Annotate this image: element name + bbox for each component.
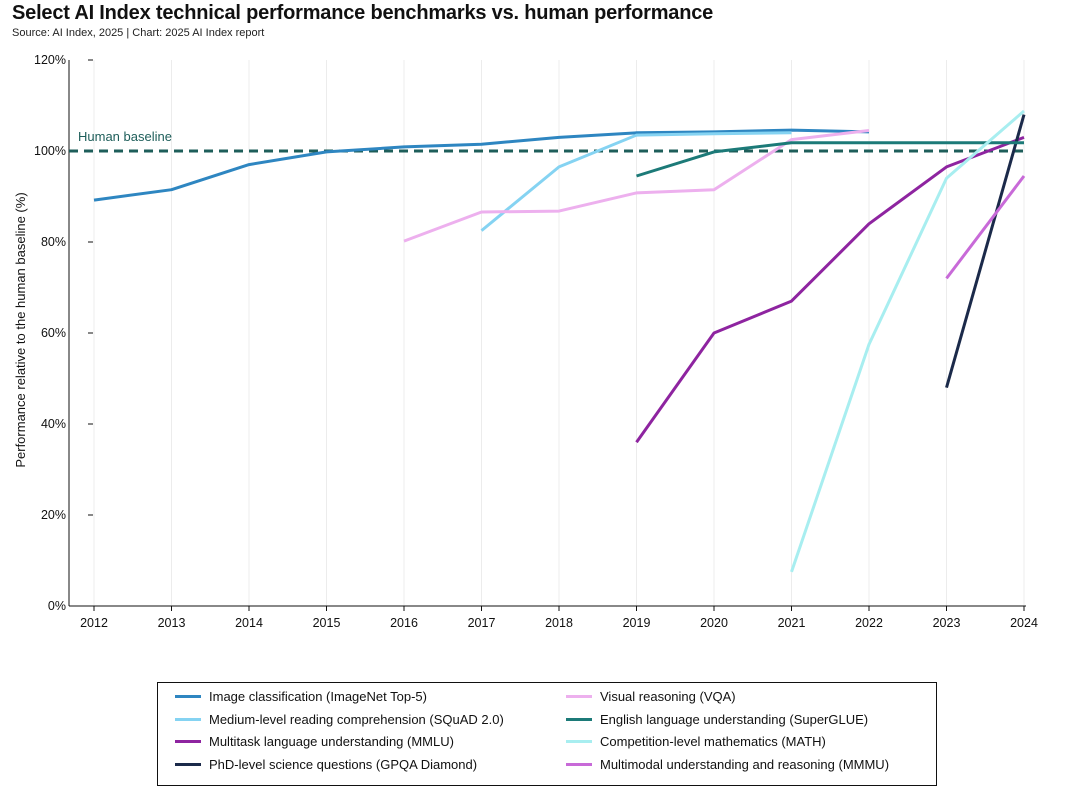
legend-label: English language understanding (SuperGLU… (600, 711, 869, 727)
legend-label: Competition-level mathematics (MATH) (600, 734, 826, 749)
legend-label: Image classification (ImageNet Top-5) (209, 689, 427, 704)
series-line-1 (93, 128, 870, 202)
x-tick-label: 2024 (1010, 616, 1038, 630)
series-line-7 (790, 109, 1025, 573)
series-line-6 (636, 141, 1024, 178)
line-chart: 0%20%40%60%80%100%120% 2012 2013 2014 2015 2… (13, 53, 1038, 630)
x-tick-labels: 2012 2013 2014 2015 2016 2017 2018 2019 2020 2021… (80, 616, 1038, 630)
human-baseline-label: Human baseline (78, 129, 172, 144)
y-tick-label: 100% (34, 144, 66, 158)
series-line-2 (480, 131, 792, 232)
legend-swatch (175, 740, 201, 743)
x-tick-label: 2020 (700, 616, 728, 630)
legend-swatch (175, 762, 201, 766)
chart-title: Select AI Index technical performance be… (12, 2, 714, 24)
x-tick-label: 2017 (468, 616, 496, 630)
y-tick-label: 120% (34, 53, 66, 67)
x-tick-label: 2013 (158, 616, 186, 630)
legend-swatch (175, 695, 201, 698)
series-line-5 (403, 129, 870, 243)
x-tick-label: 2015 (313, 616, 341, 630)
legend-swatch (566, 740, 592, 743)
legend-swatch (175, 717, 201, 721)
y-tick-label: 60% (41, 326, 66, 340)
x-tick-label: 2016 (390, 616, 418, 630)
human-baseline: Human baseline (69, 129, 1026, 153)
chart-subtitle: Source: AI Index, 2025 | Chart: 2025 AI … (12, 27, 265, 39)
x-tick-label: 2018 (545, 616, 573, 630)
series-line-4 (945, 114, 1026, 389)
legend: Image classification (ImageNet Top-5) Med… (157, 682, 937, 786)
legend-label: Visual reasoning (VQA) (600, 689, 736, 704)
x-tick-label: 2014 (235, 616, 263, 630)
y-tick-labels: 0% 20% 40% 60% 80% 100% 120% (34, 53, 66, 613)
x-tick-label: 2023 (933, 616, 961, 630)
legend-item: Medium-level reading comprehension (SQuA… (175, 712, 504, 727)
legend-swatch (566, 717, 592, 721)
legend-item: Competition-level mathematics (MATH) (566, 734, 826, 749)
x-tick-label: 2022 (855, 616, 883, 630)
legend-label: Medium-level reading comprehension (SQuA… (209, 711, 504, 727)
legend-swatch (566, 762, 592, 766)
series-line-8 (945, 175, 1026, 280)
y-tick-label: 20% (41, 508, 66, 522)
legend-item: English language understanding (SuperGLU… (566, 712, 868, 727)
legend-item: Multitask language understanding (MMLU) (175, 734, 454, 749)
series-line-3 (635, 135, 1025, 444)
series-lines (93, 109, 1026, 573)
legend-label: Multitask language understanding (MMLU) (209, 734, 454, 749)
y-axis-title: Performance relative to the human baseli… (13, 192, 28, 467)
legend-item: Visual reasoning (VQA) (566, 689, 736, 704)
legend-swatch (566, 695, 592, 698)
y-tick-label: 40% (41, 417, 66, 431)
y-tick-label: 0% (48, 599, 66, 613)
legend-item: Multimodal understanding and reasoning (… (566, 757, 889, 772)
legend-item: Image classification (ImageNet Top-5) (175, 689, 427, 704)
legend-item: PhD-level science questions (GPQA Diamon… (175, 757, 477, 772)
x-tick-label: 2019 (623, 616, 651, 630)
legend-label: Multimodal understanding and reasoning (… (600, 756, 890, 772)
x-tick-label: 2021 (778, 616, 806, 630)
x-tick-label: 2012 (80, 616, 108, 630)
legend-label: PhD-level science questions (GPQA Diamon… (209, 756, 478, 772)
y-tick-label: 80% (41, 235, 66, 249)
